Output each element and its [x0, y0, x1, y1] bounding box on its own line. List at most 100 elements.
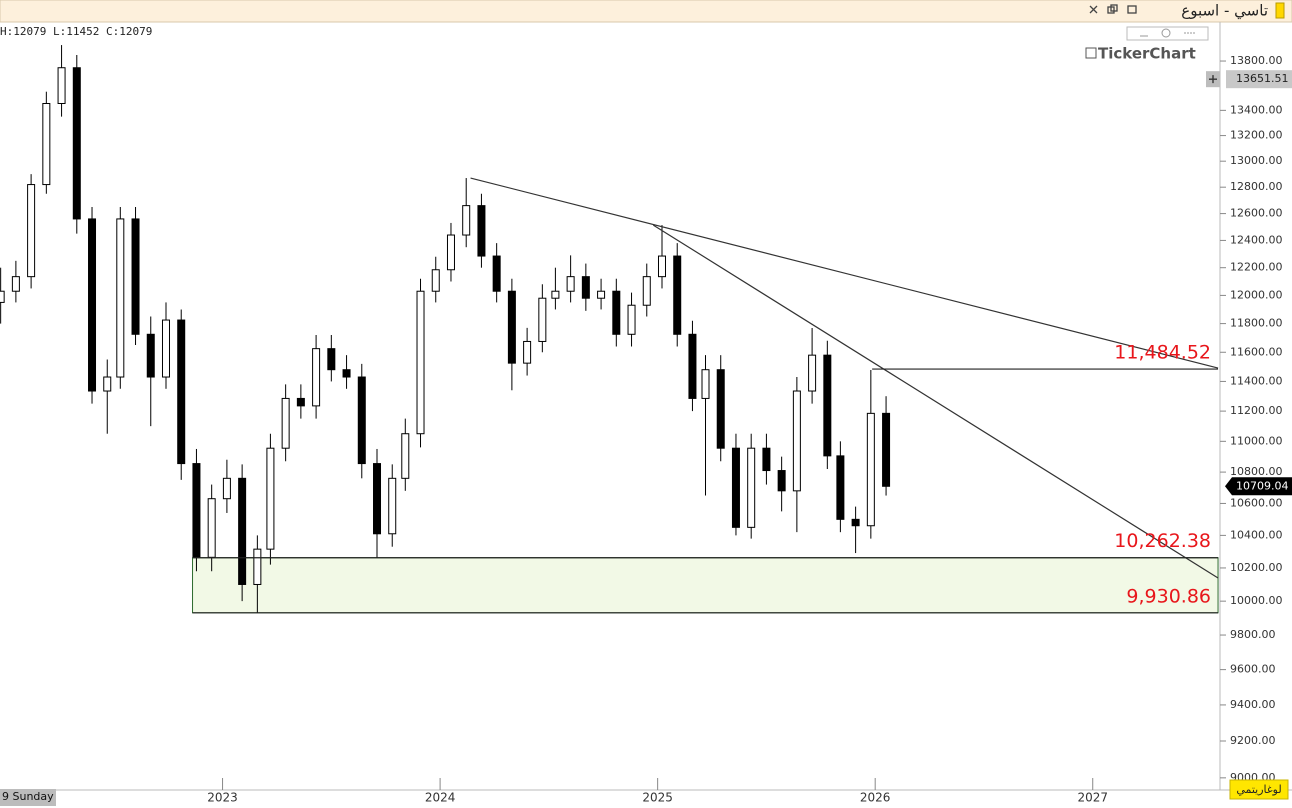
- y-tick-label: 12000.00: [1230, 288, 1283, 301]
- candle-body: [731, 447, 740, 528]
- y-tick-label: 11200.00: [1230, 404, 1283, 417]
- candle-body: [57, 67, 66, 104]
- candle-body: [281, 397, 290, 449]
- price-badge-label: 13651.51: [1236, 72, 1289, 85]
- candle-body: [253, 548, 262, 585]
- candle-body: [88, 218, 97, 392]
- candle-body: [701, 369, 710, 399]
- candle-body: [312, 348, 321, 407]
- y-tick-label: 12400.00: [1230, 233, 1283, 246]
- y-tick-label: 9800.00: [1230, 628, 1276, 641]
- y-tick-label: 12200.00: [1230, 261, 1283, 274]
- candle-body: [836, 455, 845, 520]
- candle-body: [627, 304, 636, 335]
- candle-body: [388, 477, 397, 535]
- candle-body: [0, 290, 5, 303]
- x-tick-label: 2024: [425, 791, 456, 805]
- x-tick-label: 2027: [1077, 791, 1108, 805]
- candle-body: [538, 297, 547, 342]
- detach-icon[interactable]: [1127, 5, 1137, 14]
- window-controls[interactable]: [1089, 4, 1137, 14]
- candle-body: [581, 276, 590, 299]
- x-tick-label: 2025: [642, 791, 673, 805]
- candle-body: [551, 290, 560, 299]
- candle-body: [688, 333, 697, 399]
- candle-body: [431, 269, 440, 292]
- price-badge-label: 10709.04: [1236, 479, 1289, 492]
- y-tick-label: 13200.00: [1230, 129, 1283, 142]
- candle-body: [131, 218, 140, 335]
- y-tick-label: 11000.00: [1230, 434, 1283, 447]
- candle-body: [716, 369, 725, 449]
- candle-body: [42, 102, 51, 186]
- candle-body: [177, 319, 186, 465]
- candle-body: [103, 376, 112, 392]
- add-icon: [1209, 75, 1217, 84]
- watermark: TickerChart: [1098, 45, 1196, 63]
- candle-body: [492, 255, 501, 292]
- candle-body: [11, 276, 20, 292]
- candle-body: [477, 205, 486, 257]
- toolbar-icon[interactable]: [1161, 28, 1171, 38]
- watermark-icon: [1085, 47, 1097, 59]
- candle-body: [866, 412, 875, 527]
- candle-body: [673, 255, 682, 335]
- plot-area: 13800.00 13400.00 13200.00 13000.00 12800.00…: [0, 45, 1283, 805]
- window-marker[interactable]: [1275, 2, 1285, 19]
- candle-body: [851, 518, 860, 527]
- candle-body: [327, 348, 336, 371]
- candle-body: [523, 340, 532, 364]
- y-tick-label: 13800.00: [1230, 54, 1283, 67]
- candle-body: [296, 397, 305, 407]
- y-tick-label: 13400.00: [1230, 103, 1283, 116]
- candle-body: [792, 390, 801, 492]
- candle-body: [566, 276, 575, 292]
- x-tick-label: 2023: [207, 791, 238, 805]
- level-label: 11,484.52: [1114, 342, 1211, 364]
- candle-body: [808, 354, 817, 392]
- candle-body: [342, 369, 351, 378]
- candle-body: [416, 290, 425, 435]
- candle-body: [823, 354, 832, 457]
- candle-body: [161, 319, 170, 378]
- y-tick-label: 9400.00: [1230, 698, 1276, 711]
- y-tick-label: 10600.00: [1230, 496, 1283, 509]
- scale-button-label[interactable]: لوغاريتمي: [1236, 783, 1281, 796]
- x-tick-label: 2026: [860, 791, 891, 805]
- support-zone: [192, 557, 1219, 614]
- y-tick-label: 11800.00: [1230, 317, 1283, 330]
- price-badge: [1226, 70, 1292, 89]
- date-box: [0, 789, 56, 806]
- candle-body: [222, 477, 231, 500]
- candle-body: [882, 412, 891, 487]
- candle-body: [72, 67, 81, 220]
- candle-body: [401, 433, 410, 479]
- chart-toolbar[interactable]: [1126, 26, 1209, 41]
- level-label: 9,930.86: [1126, 585, 1211, 607]
- y-tick-label: 9600.00: [1230, 663, 1276, 676]
- candle-body: [357, 376, 366, 465]
- candle-body: [27, 184, 36, 278]
- date-label: 9 Sunday: [2, 790, 54, 803]
- window-title: تاسي - اسبوع: [1181, 2, 1268, 21]
- candle-body: [657, 255, 666, 278]
- price-badge: [1225, 477, 1292, 496]
- candle-body: [777, 470, 786, 492]
- close-icon[interactable]: [1089, 5, 1098, 14]
- y-tick-label: 12600.00: [1230, 207, 1283, 220]
- candle-body: [373, 463, 382, 535]
- restore-icon-back[interactable]: [1110, 4, 1118, 12]
- scale-button[interactable]: [1229, 779, 1289, 800]
- y-tick-label: 9200.00: [1230, 734, 1276, 747]
- trendline: [470, 177, 1219, 369]
- candle-body: [192, 463, 201, 558]
- y-tick-label: 12800.00: [1230, 180, 1283, 193]
- candle-body: [747, 447, 756, 528]
- y-tick-label: 13000.00: [1230, 154, 1283, 167]
- candle-body: [612, 290, 621, 335]
- trendline: [652, 224, 1219, 579]
- candle-body: [116, 218, 125, 378]
- candle-body: [238, 477, 247, 585]
